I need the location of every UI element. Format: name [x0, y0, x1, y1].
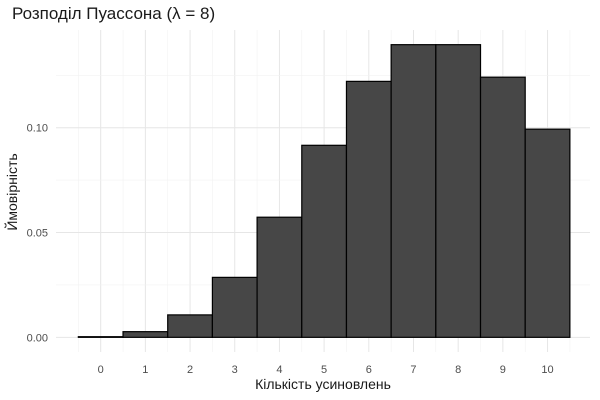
bar-6: [345, 80, 392, 338]
y-tick-label: 0.00: [27, 332, 48, 344]
x-tick-label: 6: [366, 364, 372, 376]
bar-3: [211, 276, 258, 338]
bar-10: [524, 128, 571, 338]
bar-2: [167, 314, 214, 338]
x-tick-label: 7: [410, 364, 416, 376]
bar-4: [256, 216, 303, 338]
x-tick-label: 4: [276, 364, 282, 376]
x-tick-label: 1: [142, 364, 148, 376]
bars: [77, 44, 571, 338]
x-tick-label: 3: [232, 364, 238, 376]
y-tick-label: 0.10: [27, 123, 48, 135]
y-tick-labels: 0.00 0.05 0.10: [27, 123, 48, 345]
bar-8: [435, 44, 482, 338]
bar-9: [479, 76, 526, 338]
bar-7: [390, 44, 437, 338]
bar-5: [301, 144, 348, 338]
y-tick-label: 0.05: [27, 228, 48, 240]
bar-1: [122, 331, 169, 338]
x-tick-label: 5: [321, 364, 327, 376]
chart-title: Розподіл Пуассона (λ = 8): [12, 4, 216, 23]
x-axis-title: Кількість усиновлень: [255, 376, 391, 392]
x-tick-label: 0: [98, 364, 104, 376]
x-tick-label: 8: [455, 364, 461, 376]
bar-0: [77, 336, 124, 338]
x-tick-labels: 0 1 2 3 4 5 6 7 8 9 10: [98, 364, 554, 376]
x-tick-label: 10: [541, 364, 553, 376]
y-axis-title: Ймовірність: [3, 153, 20, 230]
x-tick-label: 9: [500, 364, 506, 376]
x-tick-label: 2: [187, 364, 193, 376]
